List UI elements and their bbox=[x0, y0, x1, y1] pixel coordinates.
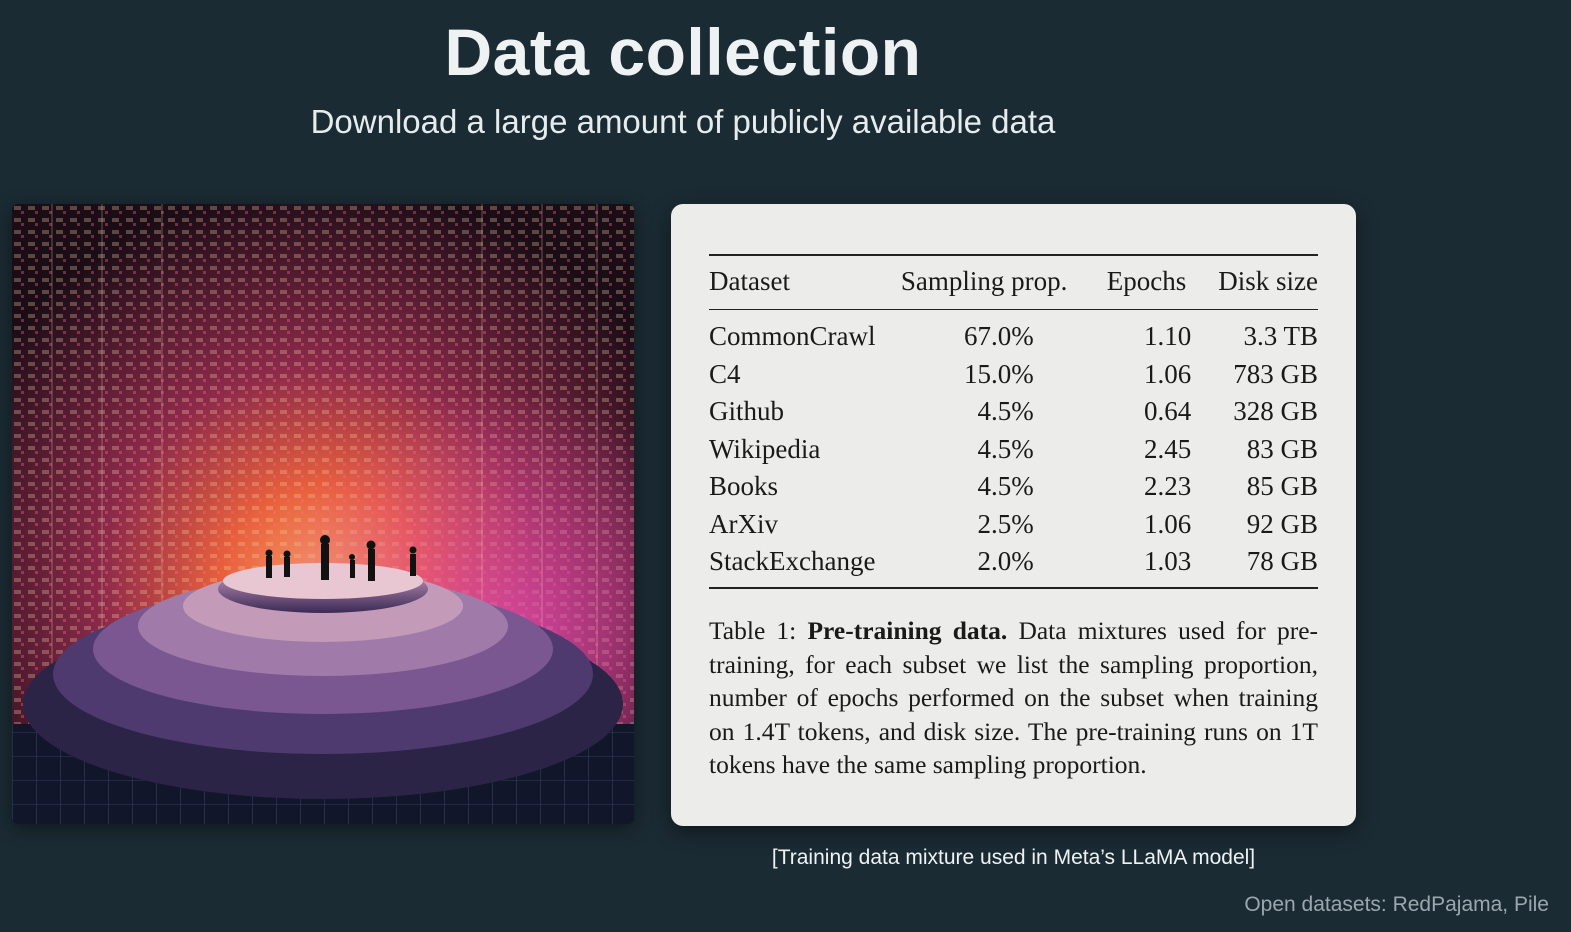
table-row: Books 4.5% 2.23 85 GB bbox=[709, 468, 1318, 506]
cell-epochs: 2.23 bbox=[1144, 471, 1192, 502]
cell-epochs: 1.10 bbox=[1144, 321, 1192, 352]
cell-dataset: Github bbox=[709, 396, 785, 427]
table-header-row: Dataset Sampling prop. Epochs Disk size bbox=[709, 255, 1318, 310]
table-row: C4 15.0% 1.06 783 GB bbox=[709, 356, 1318, 394]
cell-dataset: Wikipedia bbox=[709, 433, 821, 464]
cell-sampling: 4.5% bbox=[977, 396, 1034, 427]
cell-sampling: 2.0% bbox=[977, 546, 1034, 577]
cell-sampling: 15.0% bbox=[963, 358, 1034, 389]
cell-epochs: 1.06 bbox=[1144, 358, 1192, 389]
table-row: ArXiv 2.5% 1.06 92 GB bbox=[709, 506, 1318, 544]
data-center-icon bbox=[12, 204, 634, 824]
data-center-illustration bbox=[12, 204, 634, 824]
table-row: StackExchange 2.0% 1.03 78 GB bbox=[709, 543, 1318, 588]
cell-epochs: 1.06 bbox=[1144, 508, 1192, 539]
cell-sampling: 4.5% bbox=[977, 433, 1034, 464]
cell-epochs: 1.03 bbox=[1144, 546, 1192, 577]
cell-dataset: ArXiv bbox=[709, 508, 778, 539]
cell-sampling: 2.5% bbox=[977, 508, 1034, 539]
table-row: Wikipedia 4.5% 2.45 83 GB bbox=[709, 431, 1318, 469]
pretraining-data-table: Dataset Sampling prop. Epochs Disk size … bbox=[709, 254, 1318, 589]
table-row: Github 4.5% 0.64 328 GB bbox=[709, 393, 1318, 431]
cell-disk-size: 85 GB bbox=[1246, 471, 1318, 502]
cell-epochs: 0.64 bbox=[1144, 396, 1192, 427]
caption-title: Pre-training data. bbox=[807, 616, 1008, 645]
column-header-dataset: Dataset bbox=[709, 266, 790, 296]
cell-sampling: 4.5% bbox=[977, 471, 1034, 502]
table-row: CommonCrawl 67.0% 1.10 3.3 TB bbox=[709, 310, 1318, 356]
column-header-sampling: Sampling prop. bbox=[900, 266, 1068, 296]
cell-disk-size: 3.3 TB bbox=[1243, 321, 1318, 352]
table-card: Dataset Sampling prop. Epochs Disk size … bbox=[671, 204, 1356, 826]
cell-dataset: StackExchange bbox=[709, 546, 876, 577]
source-note: [Training data mixture used in Meta’s LL… bbox=[771, 846, 1256, 869]
slide-title: Data collection bbox=[444, 15, 922, 89]
column-header-epochs: Epochs bbox=[1106, 266, 1187, 296]
footer-note: Open datasets: RedPajama, Pile bbox=[1244, 893, 1549, 916]
slide-subtitle: Download a large amount of publicly avai… bbox=[310, 103, 1056, 140]
cell-disk-size: 783 GB bbox=[1233, 358, 1318, 389]
cell-dataset: C4 bbox=[709, 358, 741, 389]
cell-dataset: Books bbox=[709, 471, 779, 502]
cell-disk-size: 78 GB bbox=[1246, 546, 1318, 577]
column-header-disk-size: Disk size bbox=[1218, 266, 1318, 296]
table-caption: Table 1: Pre-training data. Data mixture… bbox=[709, 614, 1318, 782]
cell-disk-size: 328 GB bbox=[1233, 396, 1318, 427]
cell-epochs: 2.45 bbox=[1144, 433, 1192, 464]
caption-text: Data mixtures used for pre-training, for… bbox=[709, 616, 1319, 779]
cell-disk-size: 83 GB bbox=[1246, 433, 1318, 464]
caption-label: Table 1: bbox=[709, 616, 797, 645]
cell-dataset: CommonCrawl bbox=[709, 321, 876, 352]
cell-disk-size: 92 GB bbox=[1246, 508, 1318, 539]
cell-sampling: 67.0% bbox=[963, 321, 1034, 352]
